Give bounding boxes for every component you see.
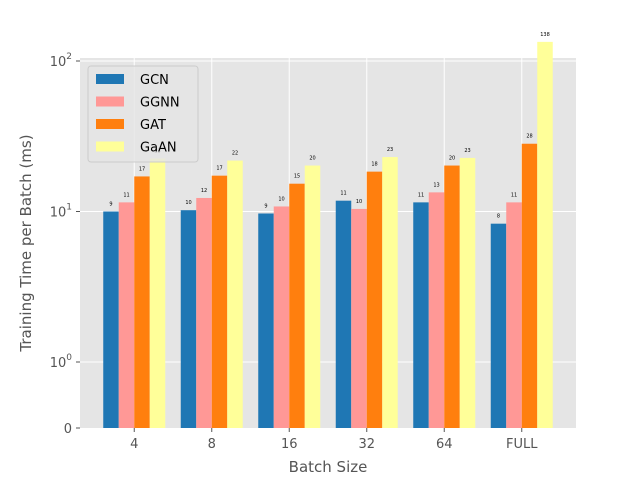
bar-value-label: 23 <box>387 147 393 153</box>
legend-swatch <box>96 141 124 152</box>
bar-gat-full <box>521 143 538 429</box>
bar-value-label: 9 <box>109 202 112 208</box>
bar-gaan-8 <box>227 160 243 428</box>
bar-value-label: 17 <box>139 166 145 172</box>
bar-gcn-8 <box>180 210 197 428</box>
y-tick-base: 0 <box>64 422 72 437</box>
y-tick-label: 102 <box>50 52 72 70</box>
bar-gcn-64 <box>413 202 429 428</box>
bar-value-label: 10 <box>278 196 284 202</box>
x-tick-label: 32 <box>358 437 375 452</box>
legend-label: GGNN <box>140 96 180 111</box>
legend: GCN GGNN GAT GaAN <box>87 65 199 163</box>
x-tick-label: 4 <box>130 437 138 452</box>
x-tick-label: 8 <box>208 437 216 452</box>
bar-gaan-32 <box>382 157 398 428</box>
bar-value-label: 11 <box>123 192 129 198</box>
bar-value-label: 13 <box>433 182 439 188</box>
bar-value-label: 11 <box>511 192 517 198</box>
bar-value-label: 10 <box>185 200 191 206</box>
bar-value-label: 15 <box>294 174 300 180</box>
bar-gaan-full <box>537 41 553 428</box>
bar-gaan-64 <box>459 157 476 429</box>
bar-gcn-16 <box>258 213 274 428</box>
x-tick-label: FULL <box>506 437 538 452</box>
y-tick-label: 101 <box>50 203 72 221</box>
bar-ggnn-16 <box>273 206 290 428</box>
y-tick-base: 10 <box>50 356 67 371</box>
bar-value-label: 8 <box>497 214 500 220</box>
y-tick-base: 10 <box>50 206 67 221</box>
bar-value-label: 17 <box>216 166 222 172</box>
bar-ggnn-64 <box>428 192 445 428</box>
legend-swatch <box>96 74 124 84</box>
legend-label: GAT <box>140 118 166 133</box>
bar-gcn-32 <box>335 200 352 428</box>
y-tick-exponent: 2 <box>66 52 72 62</box>
bar-ggnn-4 <box>118 202 135 428</box>
bar-value-label: 20 <box>309 156 315 162</box>
y-tick-base: 10 <box>50 55 67 70</box>
y-tick-exponent: 1 <box>66 203 72 213</box>
legend-label: GaAN <box>140 141 177 156</box>
bar-ggnn-8 <box>196 197 212 428</box>
legend-label: GCN <box>140 73 169 88</box>
y-axis-label: Training Time per Batch (ms) <box>17 134 35 352</box>
bar-gat-64 <box>444 165 460 428</box>
bar-value-label: 9 <box>264 203 267 209</box>
bar-gcn-full <box>490 223 507 428</box>
bar-value-label: 12 <box>201 188 207 194</box>
bar-gat-32 <box>366 171 383 429</box>
bar-gaan-16 <box>304 165 321 428</box>
y-tick-exponent: 0 <box>66 353 72 363</box>
bar-value-label: 11 <box>418 192 424 198</box>
legend-swatch <box>96 119 124 129</box>
x-axis-label: Batch Size <box>289 458 368 476</box>
x-tick-label: 16 <box>281 437 298 452</box>
bar-value-label: 20 <box>449 156 455 162</box>
legend-box <box>87 65 199 163</box>
bar-gat-8 <box>211 175 228 428</box>
y-tick-label: 0 <box>64 422 72 437</box>
bar-ggnn-32 <box>351 208 367 428</box>
bar-gcn-4 <box>103 211 119 428</box>
bar-value-label: 23 <box>464 148 470 154</box>
bar-value-label: 11 <box>340 191 346 197</box>
bar-value-label: 22 <box>232 151 238 157</box>
y-tick-label: 100 <box>50 353 73 371</box>
bar-value-label: 138 <box>540 32 550 38</box>
bar-gaan-4 <box>149 158 166 429</box>
legend-swatch <box>96 96 124 107</box>
bar-value-label: 10 <box>356 199 362 205</box>
bar-value-label: 18 <box>371 162 377 168</box>
x-tick-label: 64 <box>436 437 453 452</box>
bar-value-label: 28 <box>526 134 532 140</box>
bar-gat-16 <box>289 183 305 428</box>
bars-group <box>103 41 553 429</box>
bar-ggnn-full <box>506 202 522 428</box>
bar-gat-4 <box>134 176 150 428</box>
x-axis-ticks: 4 8 16 32 64 FULL <box>130 428 538 452</box>
